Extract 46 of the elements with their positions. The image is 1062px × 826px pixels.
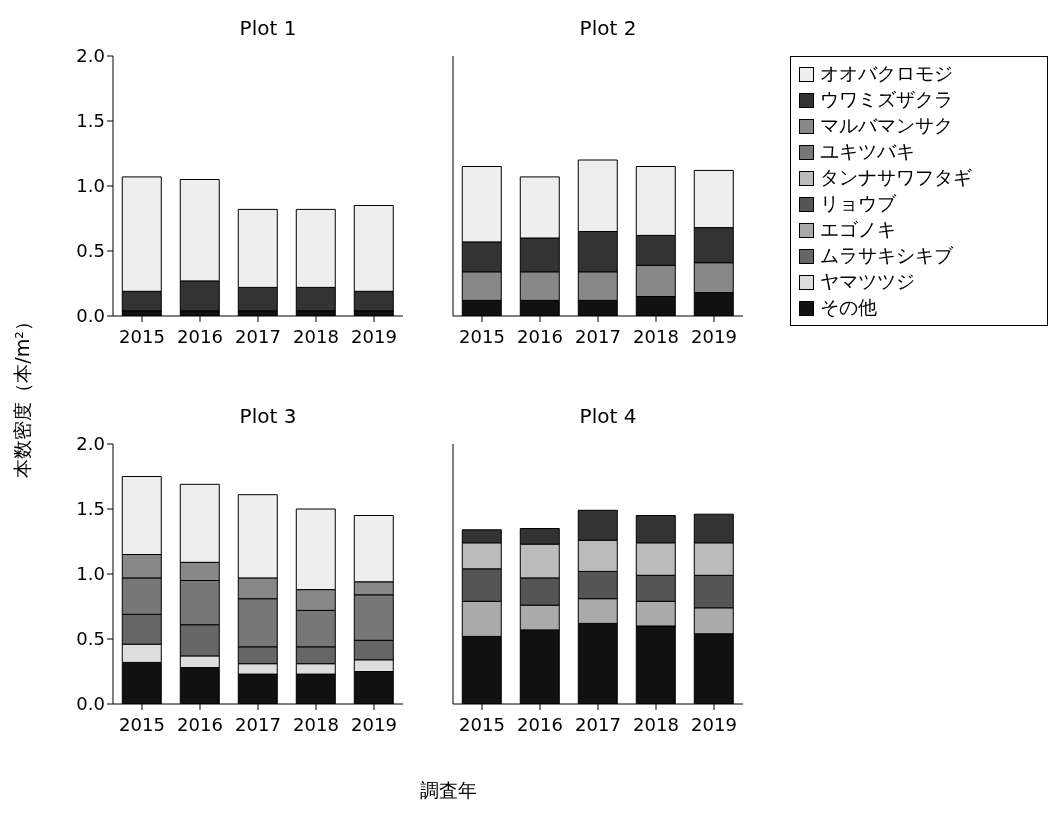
chart-title: Plot 4: [578, 404, 638, 428]
x-tick-label: 2018: [633, 325, 679, 347]
x-axis-title: 調査年: [418, 778, 478, 803]
x-tick-label: 2019: [351, 325, 397, 347]
x-tick-label: 2019: [351, 713, 397, 735]
x-tick-label: 2017: [575, 325, 621, 347]
x-tick-label: 2017: [235, 713, 281, 735]
x-tick-label: 2016: [177, 325, 223, 347]
y-tick-label: 0.5: [76, 240, 105, 262]
legend-label: オオバクロモジ: [820, 61, 953, 86]
legend-label: ヤマツツジ: [820, 269, 915, 294]
legend-label: マルバマンサク: [820, 113, 953, 138]
y-tick-label: 0.0: [76, 305, 105, 327]
y-tick-label: 1.5: [76, 498, 105, 520]
x-tick-label: 2018: [633, 713, 679, 735]
chart-title: Plot 3: [238, 404, 298, 428]
x-tick-label: 2015: [119, 325, 165, 347]
x-tick-label: 2019: [691, 713, 737, 735]
chart-title: Plot 2: [578, 16, 638, 40]
legend-label: その他: [820, 295, 877, 320]
x-tick-label: 2015: [459, 325, 505, 347]
chart-title: Plot 1: [238, 16, 298, 40]
legend-label: タンナサワフタギ: [820, 165, 972, 190]
x-tick-label: 2018: [293, 325, 339, 347]
x-tick-label: 2017: [235, 325, 281, 347]
x-tick-label: 2018: [293, 713, 339, 735]
y-tick-label: 1.0: [76, 175, 105, 197]
x-tick-label: 2017: [575, 713, 621, 735]
legend-label: リョウブ: [820, 191, 896, 216]
y-tick-label: 0.5: [76, 628, 105, 650]
y-axis-title: 本数密度（本/m²）: [10, 312, 34, 478]
x-tick-label: 2015: [119, 713, 165, 735]
legend-label: ウワミズザクラ: [820, 87, 953, 112]
x-tick-label: 2019: [691, 325, 737, 347]
y-tick-label: 1.5: [76, 110, 105, 132]
y-tick-label: 2.0: [76, 45, 105, 67]
x-tick-label: 2016: [517, 713, 563, 735]
x-tick-label: 2016: [517, 325, 563, 347]
legend-label: エゴノキ: [820, 217, 896, 242]
y-tick-label: 0.0: [76, 693, 105, 715]
y-tick-label: 1.0: [76, 563, 105, 585]
x-tick-label: 2015: [459, 713, 505, 735]
x-tick-label: 2016: [177, 713, 223, 735]
legend-label: ムラサキシキブ: [820, 243, 953, 268]
legend-label: ユキツバキ: [820, 139, 915, 164]
y-tick-label: 2.0: [76, 433, 105, 455]
